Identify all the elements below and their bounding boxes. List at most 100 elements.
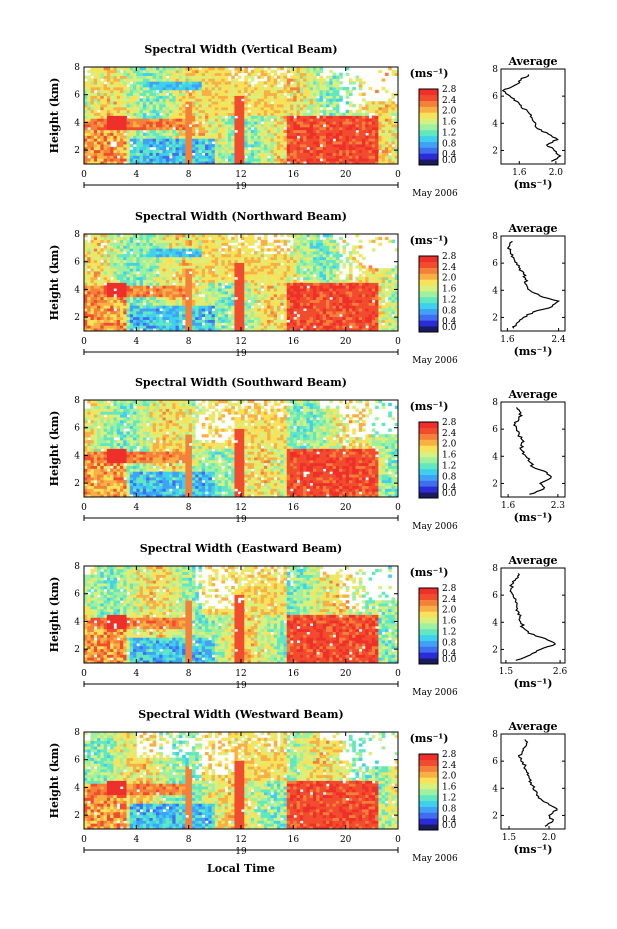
heatmap-cell	[244, 291, 248, 295]
heatmap-cell	[218, 245, 222, 249]
heatmap-cell	[136, 115, 140, 119]
heatmap-cell	[365, 124, 369, 128]
heatmap-cell	[103, 104, 108, 108]
heatmap-cell	[237, 135, 242, 139]
heatmap-cell	[201, 276, 206, 281]
heatmap-cell	[133, 276, 137, 281]
heatmap-cell	[116, 271, 121, 275]
heatmap-cell	[244, 253, 248, 258]
heatmap-cell	[273, 78, 278, 82]
heatmap-cell	[244, 115, 248, 119]
heatmap-cell	[237, 124, 242, 128]
heatmap-cell	[87, 109, 91, 114]
heatmap-cell	[93, 251, 98, 255]
heatmap-cell	[159, 259, 163, 263]
heatmap-cell	[146, 293, 150, 298]
heatmap-cell	[162, 72, 167, 76]
heatmap-cell	[185, 72, 190, 76]
heatmap-cell	[280, 239, 284, 243]
heatmap-cell	[90, 81, 95, 85]
heatmap-cell	[133, 155, 137, 159]
heatmap-cell	[191, 273, 196, 278]
heatmap-cell	[280, 259, 284, 263]
heatmap-cell	[198, 86, 203, 91]
heatmap-cell	[162, 158, 167, 162]
heatmap-cell	[142, 152, 147, 156]
heatmap-cell	[303, 67, 307, 71]
heatmap-cell	[113, 146, 118, 151]
heatmap-cell	[119, 296, 124, 301]
heatmap-cell	[129, 138, 134, 142]
heatmap-cell	[152, 124, 157, 128]
heatmap-cell	[90, 268, 95, 272]
heatmap-cell	[384, 129, 389, 134]
heatmap-cell	[116, 115, 121, 119]
heatmap-cell	[84, 242, 88, 246]
heatmap-cell	[368, 109, 373, 114]
heatmap-cell	[169, 291, 173, 295]
heatmap-cell	[221, 75, 226, 79]
heatmap-cell	[254, 86, 258, 91]
heatmap-cell	[234, 262, 239, 266]
heatmap-cell	[162, 305, 167, 309]
heatmap-cell	[335, 89, 340, 94]
heatmap-cell	[191, 121, 196, 125]
heatmap-cell	[326, 126, 330, 131]
heatmap-cell	[188, 115, 193, 119]
heatmap-cell	[244, 279, 248, 283]
heatmap-cell	[195, 299, 199, 303]
heatmap-cell	[97, 121, 101, 125]
heatmap-cell	[267, 95, 271, 99]
heatmap-cell	[195, 124, 199, 128]
heatmap-cell	[234, 279, 239, 283]
heatmap-cell	[388, 149, 392, 153]
heatmap-cell	[129, 124, 134, 128]
heatmap-cell	[276, 319, 281, 323]
heatmap-cell	[306, 69, 311, 74]
heatmap-cell	[234, 126, 239, 131]
heatmap-cell	[146, 146, 150, 151]
heatmap-cell	[188, 104, 193, 108]
heatmap-cell	[123, 69, 127, 74]
heatmap-cell	[234, 328, 239, 332]
heatmap-cell	[113, 89, 118, 94]
heatmap-cell	[241, 285, 245, 289]
heatmap-cell	[110, 256, 114, 261]
heatmap-cell	[250, 149, 255, 153]
heatmap-cell	[123, 265, 127, 269]
heatmap-cell	[182, 129, 186, 134]
heatmap-cell	[290, 149, 294, 153]
heatmap-cell	[394, 109, 399, 114]
heatmap-cell	[103, 135, 108, 139]
heatmap-cell	[270, 256, 275, 261]
heatmap-cell	[244, 132, 248, 136]
heatmap-cell	[139, 236, 144, 241]
heatmap-cell	[394, 135, 399, 139]
heatmap-cell	[355, 161, 360, 165]
heatmap-cell	[221, 299, 226, 303]
heatmap-cell	[247, 95, 252, 99]
heatmap-cell	[123, 234, 127, 238]
heatmap-cell	[106, 161, 111, 165]
heatmap-cell	[237, 319, 242, 323]
heatmap-cell	[326, 135, 330, 139]
heatmap-cell	[139, 305, 144, 309]
heatmap-cell	[267, 325, 271, 329]
heatmap-cell	[139, 86, 144, 91]
heatmap-cell	[375, 152, 379, 156]
heatmap-cell	[119, 75, 124, 79]
heatmap-cell	[309, 124, 314, 128]
heatmap-cell	[178, 276, 183, 281]
heatmap-cell	[162, 106, 167, 111]
heatmap-cell	[165, 149, 170, 153]
heatmap-cell	[231, 308, 235, 312]
heatmap-cell	[211, 248, 216, 252]
heatmap-cell	[188, 256, 193, 261]
heatmap-cell	[276, 118, 281, 122]
heatmap-cell	[178, 313, 183, 318]
heatmap-cell	[263, 319, 268, 323]
heatmap-cell	[97, 316, 101, 320]
heatmap-cell	[123, 325, 127, 329]
heatmap-cell	[368, 106, 373, 111]
heatmap-cell	[136, 259, 140, 263]
